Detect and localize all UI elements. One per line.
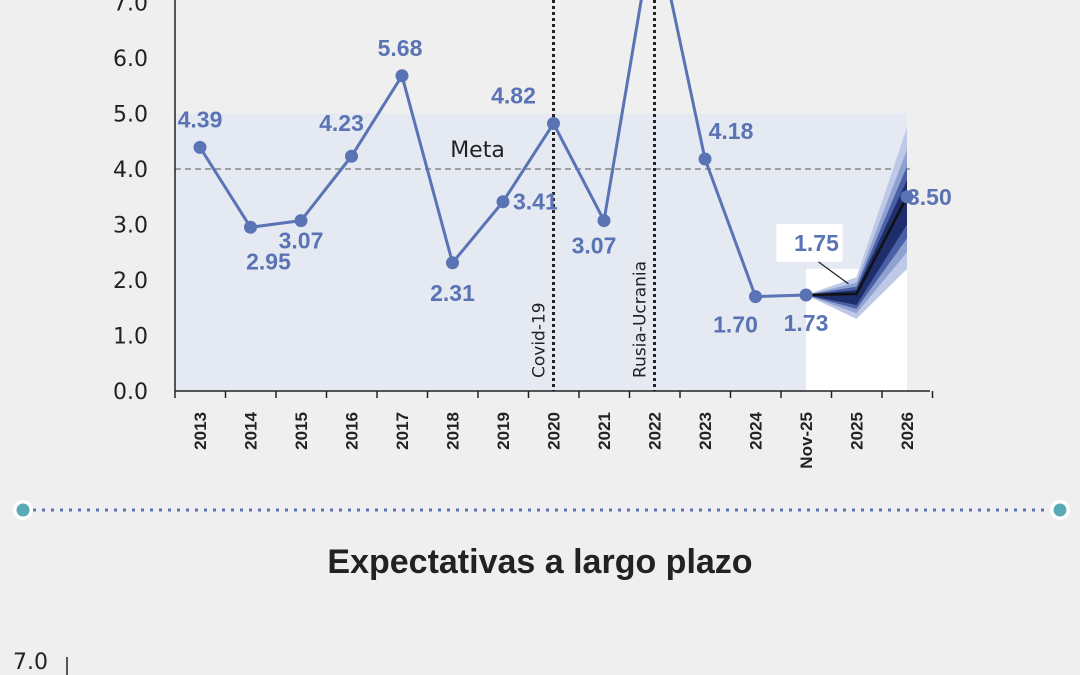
plot-area: Meta 0.0 1.0 2.0 3.0 4.0 5.0 6.0 7.0 2013 2014 2015…	[113, 0, 952, 469]
data-label: 4.18	[709, 118, 754, 144]
data-point	[446, 256, 459, 270]
y-tick-label: 6.0	[113, 47, 148, 72]
data-label: 2.31	[430, 280, 475, 306]
data-point	[496, 195, 510, 209]
divider-end-dot	[16, 503, 30, 517]
data-label: 1.70	[713, 312, 758, 338]
x-tick-label: 2026	[898, 412, 917, 450]
data-label: 4.23	[319, 110, 364, 136]
forecast-center-line	[805, 196, 909, 297]
x-tick-label: 2025	[848, 412, 867, 450]
data-label: 1.75	[794, 230, 839, 256]
x-tick-label: 2022	[646, 412, 665, 450]
data-label: 4.39	[178, 106, 223, 132]
data-point	[799, 288, 813, 302]
data-label: 3.07	[279, 228, 324, 254]
y-tick-label: 1.0	[113, 325, 148, 350]
data-point	[294, 214, 308, 228]
data-point	[900, 190, 914, 204]
data-point	[597, 214, 611, 228]
second-chart-y-tick: 7.0	[13, 650, 48, 675]
x-tick-label: 2015	[292, 412, 311, 450]
data-point	[395, 69, 409, 83]
data-label: 3.07	[572, 233, 617, 259]
x-tick-label: 2020	[545, 412, 564, 450]
data-point	[244, 220, 257, 234]
data-label: 2.95	[246, 248, 291, 274]
y-tick-label: 2.0	[113, 269, 148, 294]
x-tick-label: 2023	[696, 412, 715, 450]
section-divider	[13, 500, 1070, 520]
event-label: Rusia-Ucrania	[631, 261, 651, 378]
forecast-fan-band	[806, 166, 907, 309]
data-label-leader	[818, 261, 849, 285]
data-label: 5.68	[378, 35, 423, 61]
data-label: 3.50	[907, 184, 952, 210]
x-tick-label: 2019	[494, 412, 513, 450]
data-point	[193, 140, 207, 154]
x-tick-label: 2017	[393, 412, 412, 450]
x-tick-label: Nov-25	[797, 412, 816, 469]
x-tick-label: 2018	[444, 412, 463, 450]
divider-end-dot	[1053, 503, 1067, 517]
target-label: Meta	[450, 138, 505, 163]
data-label: 1.73	[784, 310, 829, 336]
data-label: 3.41	[513, 189, 558, 215]
y-tick-label: 4.0	[113, 158, 148, 183]
data-label-box	[776, 223, 843, 262]
y-tick-label: 3.0	[113, 214, 148, 239]
data-point	[698, 152, 712, 166]
data-point	[547, 116, 560, 130]
y-tick-label: 7.0	[113, 0, 148, 17]
forecast-fan-band	[806, 180, 907, 305]
section-title: Expectativas a largo plazo	[327, 543, 752, 581]
data-point	[345, 149, 358, 163]
x-tick-label: 2024	[747, 411, 766, 449]
y-tick-label: 0.0	[113, 380, 148, 405]
x-tick-label: 2021	[595, 412, 614, 450]
data-point	[749, 290, 762, 304]
x-tick-label: 2013	[191, 412, 210, 450]
y-tick-label: 5.0	[113, 103, 148, 128]
data-label: 4.82	[491, 82, 536, 108]
x-tick-label: 2016	[343, 412, 362, 450]
x-tick-label: 2014	[242, 411, 261, 449]
event-label: Covid-19	[530, 302, 550, 378]
